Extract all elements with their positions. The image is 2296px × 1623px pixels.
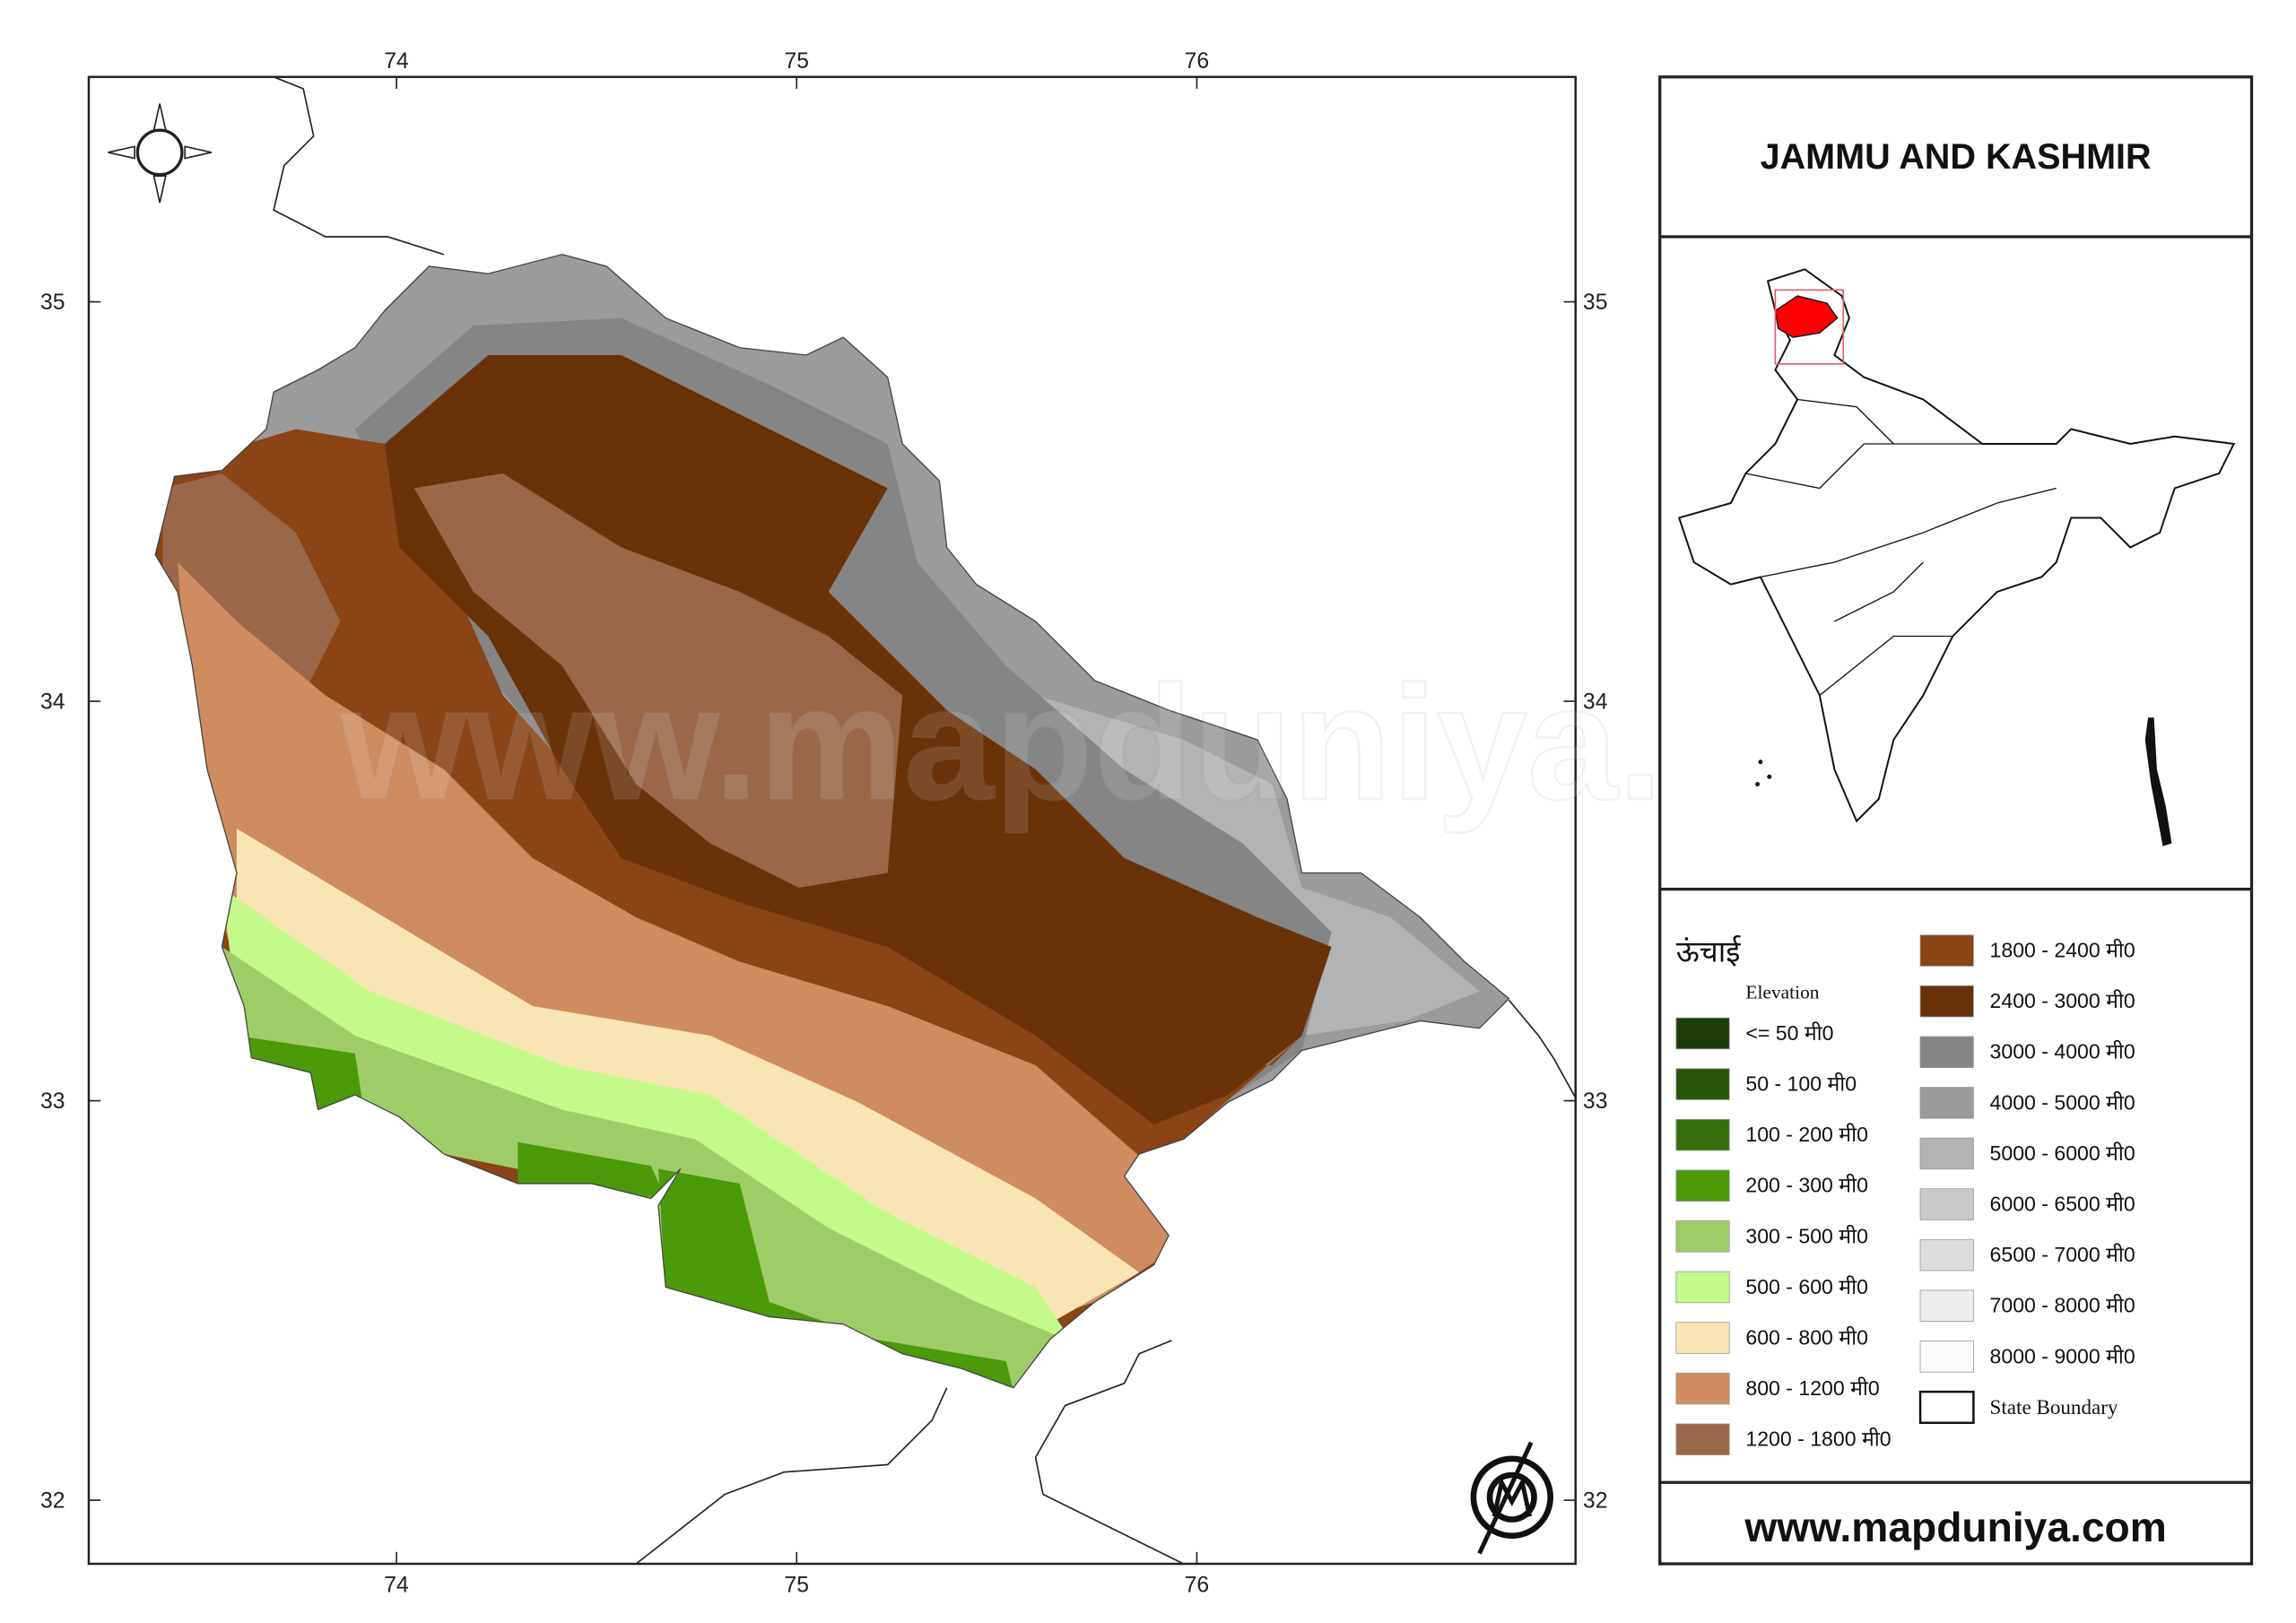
legend-title: ऊंचाई xyxy=(1676,934,1742,968)
x-tick-label: 74 xyxy=(384,1573,409,1597)
legend-swatch xyxy=(1675,1017,1730,1050)
legend-swatch xyxy=(1918,1390,1975,1424)
legend-label: 4000 - 5000 मी0 xyxy=(1990,1090,2135,1114)
legend-swatch xyxy=(1919,1137,1974,1170)
legend-label: 1800 - 2400 मी0 xyxy=(1990,939,2135,962)
graticule: 74 74 75 75 76 76 35 35 34 34 33 33 32 32 xyxy=(40,49,1608,1597)
legend-subtitle: Elevation xyxy=(1745,982,1819,1003)
y-tick-label: 33 xyxy=(1583,1089,1608,1114)
north-arrow xyxy=(108,103,213,204)
legend-label: 50 - 100 मी0 xyxy=(1745,1072,1857,1096)
website: www.mapduniya.com xyxy=(1744,1504,2166,1550)
legend-label: <= 50 मी0 xyxy=(1745,1021,1833,1045)
x-tick-label: 76 xyxy=(1185,1573,1210,1597)
y-tick-label: 32 xyxy=(1583,1488,1608,1513)
legend-label: 100 - 200 मी0 xyxy=(1745,1123,1868,1146)
legend-swatch xyxy=(1919,1188,1974,1220)
state-boundary xyxy=(154,254,1510,1389)
legend-swatch xyxy=(1675,1220,1730,1253)
elevation-zone xyxy=(177,561,1184,1332)
elevation-zone xyxy=(658,1168,1013,1388)
legend-swatch xyxy=(1919,985,1974,1018)
legend: <= 50 मी0 50 - 100 मी0 100 - 200 मी0 200 - … xyxy=(1675,934,2135,1455)
locator-map xyxy=(1677,268,2236,846)
legend-label: 5000 - 6000 मी0 xyxy=(1990,1141,2135,1165)
country-boundaries xyxy=(273,76,1577,1565)
legend-label: 2400 - 3000 मी0 xyxy=(1990,989,2135,1012)
legend-swatch xyxy=(1919,1036,1974,1069)
legend-label: 6000 - 6500 मी0 xyxy=(1990,1192,2135,1215)
legend-label: 600 - 800 मी0 xyxy=(1745,1325,1868,1349)
legend-swatch xyxy=(1675,1169,1730,1202)
legend-swatch xyxy=(1919,934,1974,967)
legend-label: 1200 - 1800 मी0 xyxy=(1745,1428,1891,1451)
legend-label: 200 - 300 मी0 xyxy=(1745,1174,1868,1197)
y-tick-label: 35 xyxy=(1583,291,1608,315)
x-tick-label: 75 xyxy=(784,49,809,74)
y-tick-label: 34 xyxy=(40,690,65,714)
legend-swatch xyxy=(1675,1423,1730,1455)
y-tick-label: 35 xyxy=(40,291,65,315)
y-tick-label: 33 xyxy=(40,1089,65,1114)
legend-swatch xyxy=(1675,1372,1730,1405)
y-tick-label: 32 xyxy=(40,1488,65,1513)
legend-swatch xyxy=(1675,1271,1730,1304)
legend-label: 800 - 1200 मी0 xyxy=(1745,1376,1879,1400)
legend-label: 500 - 600 मी0 xyxy=(1745,1275,1868,1298)
legend-label: 300 - 500 मी0 xyxy=(1745,1224,1868,1247)
x-tick-label: 76 xyxy=(1185,49,1210,74)
elevation-zone xyxy=(236,828,1140,1332)
y-tick-label: 34 xyxy=(1583,690,1608,714)
legend-swatch xyxy=(1919,1087,1974,1119)
legend-label: 8000 - 9000 मी0 xyxy=(1990,1344,2135,1367)
legend-swatch xyxy=(1919,1238,1974,1271)
legend-label: 7000 - 8000 मी0 xyxy=(1990,1294,2135,1317)
legend-swatch xyxy=(1919,1341,1974,1373)
elevation-zone xyxy=(413,473,903,888)
legend-swatch xyxy=(1919,1289,1974,1322)
map-title: JAMMU AND KASHMIR xyxy=(1761,137,2152,177)
x-tick-label: 75 xyxy=(784,1573,809,1597)
legend-label: 6500 - 7000 मी0 xyxy=(1990,1243,2135,1266)
legend-swatch xyxy=(1675,1118,1730,1151)
x-tick-label: 74 xyxy=(384,49,409,74)
legend-label: State Boundary xyxy=(1990,1395,2118,1419)
legend-swatch xyxy=(1675,1322,1730,1354)
legend-swatch xyxy=(1675,1068,1730,1100)
logo xyxy=(1470,1441,1553,1555)
legend-label: 3000 - 4000 मी0 xyxy=(1990,1040,2135,1063)
